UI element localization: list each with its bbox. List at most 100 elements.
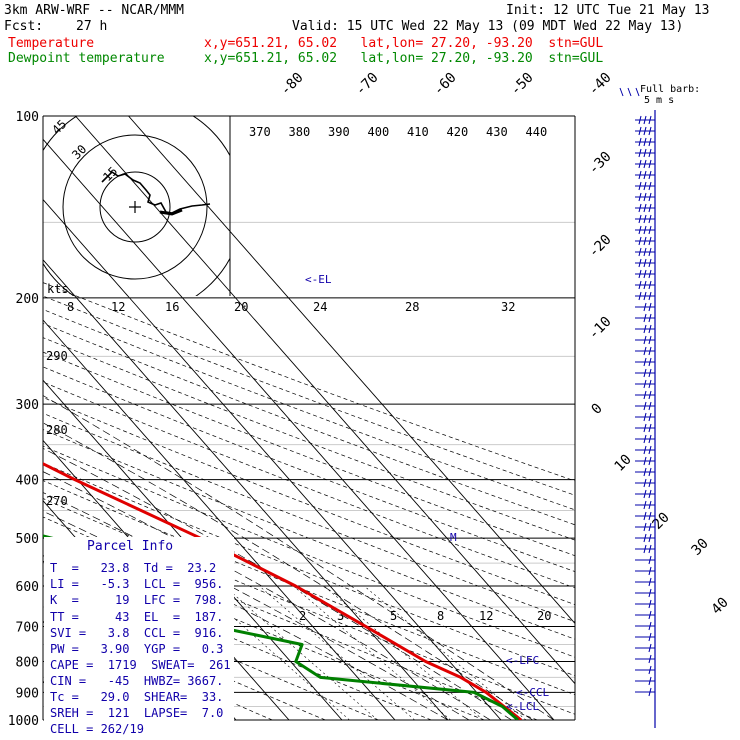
hodograph-ring-label: 45 xyxy=(49,117,69,137)
isotherm-label: -10 xyxy=(586,314,615,343)
theta-label: 410 xyxy=(407,125,429,139)
pressure-tick-label: 100 xyxy=(16,110,39,125)
moist-adiabat xyxy=(43,422,533,720)
hodograph-speed-label: 24 xyxy=(313,300,327,314)
isotherm-label: -40 xyxy=(586,70,615,99)
parcel-row: CAPE = 1719 SWEAT= 261 xyxy=(50,658,231,672)
dry-adiabat xyxy=(43,480,575,696)
dry-adiabat xyxy=(43,445,575,658)
hodograph-speed-label: 16 xyxy=(165,300,179,314)
isotherm-label: -60 xyxy=(431,70,460,99)
dry-adiabat xyxy=(43,412,575,623)
parcel-row: CIN = -45 HWBZ= 3667. xyxy=(50,674,224,688)
annotation-label: M xyxy=(450,531,457,544)
dry-adiabat xyxy=(43,337,575,541)
dry-adiabat xyxy=(43,535,485,720)
parcel-info-title: Parcel Info xyxy=(87,539,174,554)
hodograph-ring-label: 30 xyxy=(69,142,89,162)
temperature-legend: Temperature xyxy=(8,36,95,51)
dry-adiabat xyxy=(43,295,575,496)
hodograph-speed-label: 28 xyxy=(405,300,419,314)
fcst-label: Fcst: xyxy=(4,19,44,34)
theta-label: 290 xyxy=(46,349,68,363)
theta-label: 270 xyxy=(46,494,68,508)
moist-adiabat xyxy=(43,492,470,720)
parcel-row: TT = 43 EL = 187. xyxy=(50,610,224,624)
pressure-tick-label: 1000 xyxy=(8,714,39,729)
isotherm-label: 0 xyxy=(589,401,606,418)
annotation-label: <-LFC xyxy=(506,654,539,667)
valid-time: Valid: 15 UTC Wed 22 May 13 (09 MDT Wed … xyxy=(292,19,684,34)
pressure-tick-label: 700 xyxy=(16,620,39,635)
temperature-location: x,y=651.21, 65.02 lat,lon= 27.20, -93.20… xyxy=(204,36,604,51)
theta-label: 380 xyxy=(289,125,311,139)
hodograph-speed-label: 32 xyxy=(501,300,515,314)
isotherm-line xyxy=(43,259,449,720)
isotherm-label: -30 xyxy=(586,149,615,178)
mixing-ratio-label: 2 xyxy=(299,609,306,623)
theta-label: 420 xyxy=(447,125,469,139)
isotherm-label: 10 xyxy=(612,452,635,475)
annotation-label: <-EL xyxy=(305,273,332,286)
hodograph-ring xyxy=(62,134,208,280)
theta-label: 400 xyxy=(368,125,390,139)
pressure-tick-label: 800 xyxy=(16,655,39,670)
isotherm-label: -80 xyxy=(278,70,307,99)
isotherm-line xyxy=(128,116,575,625)
theta-label: 430 xyxy=(486,125,508,139)
isotherm-line xyxy=(43,319,396,720)
annotation-label: <-CCL xyxy=(516,686,549,699)
init-time: Init: 12 UTC Tue 21 May 13 xyxy=(506,3,710,18)
annotation-label: <-LCL xyxy=(506,700,539,713)
parcel-row: SREH = 121 LAPSE= 7.0 xyxy=(50,706,224,720)
mixing-ratio-line xyxy=(224,585,378,720)
barb-key-units: 5 m s xyxy=(644,95,675,106)
parcel-row: CELL = 262/19 xyxy=(50,722,144,736)
barb-key-mark xyxy=(619,87,624,97)
pressure-tick-label: 200 xyxy=(16,292,39,307)
pressure-tick-label: 500 xyxy=(16,532,39,547)
parcel-row: LI = -5.3 LCL = 956. xyxy=(50,577,224,591)
theta-label: 390 xyxy=(328,125,350,139)
parcel-row: PW = 3.90 YGP = 0.3 xyxy=(50,642,224,656)
isotherm-label: 20 xyxy=(650,510,673,533)
isotherm-label: -50 xyxy=(508,70,537,99)
isotherm-line xyxy=(75,116,575,685)
dry-adiabat xyxy=(43,462,575,677)
parcel-row: SVI = 3.8 CCL = 916. xyxy=(50,626,224,640)
parcel-row: K = 19 LFC = 798. xyxy=(50,593,224,607)
pressure-tick-label: 600 xyxy=(16,580,39,595)
hodograph-speed-label: 20 xyxy=(234,300,248,314)
mixing-ratio-label: 12 xyxy=(479,609,493,623)
isotherm-label: 30 xyxy=(689,536,712,559)
isotherm-line xyxy=(43,198,502,720)
hodograph-center-icon xyxy=(129,201,141,213)
barb-key-mark xyxy=(635,87,640,97)
hodograph-ring xyxy=(99,171,171,243)
mixing-ratio-line xyxy=(293,585,451,720)
isotherm-label: -20 xyxy=(586,232,615,261)
fcst-value: 27 h xyxy=(76,19,108,34)
barb-key-label: Full barb: xyxy=(640,84,701,95)
isotherm-label: -70 xyxy=(353,70,382,99)
dewpoint-legend: Dewpoint temperature xyxy=(8,51,165,66)
isotherm-line xyxy=(43,138,555,720)
hodograph-trace xyxy=(101,170,211,214)
dry-adiabat xyxy=(43,498,575,715)
model-title: 3km ARW-WRF -- NCAR/MMM xyxy=(4,3,185,18)
dry-adiabat xyxy=(43,397,575,605)
isotherm-label: 40 xyxy=(709,595,732,618)
theta-label: 440 xyxy=(526,125,548,139)
pressure-tick-label: 400 xyxy=(16,474,39,489)
parcel-row: T = 23.8 Td = 23.2 xyxy=(50,561,217,575)
hodograph-speed-label: 12 xyxy=(111,300,125,314)
theta-label: 370 xyxy=(249,125,271,139)
wind-barbs xyxy=(619,87,656,728)
parcel-row: Tc = 29.0 SHEAR= 33. xyxy=(50,690,224,704)
parcel-info-panel: Parcel Info T = 23.8 Td = 23.2 LI = -5.3… xyxy=(44,537,234,737)
dry-adiabat xyxy=(43,429,575,640)
dewpoint-location: x,y=651.21, 65.02 lat,lon= 27.20, -93.20… xyxy=(204,51,604,66)
dewpoint-line xyxy=(43,534,519,720)
